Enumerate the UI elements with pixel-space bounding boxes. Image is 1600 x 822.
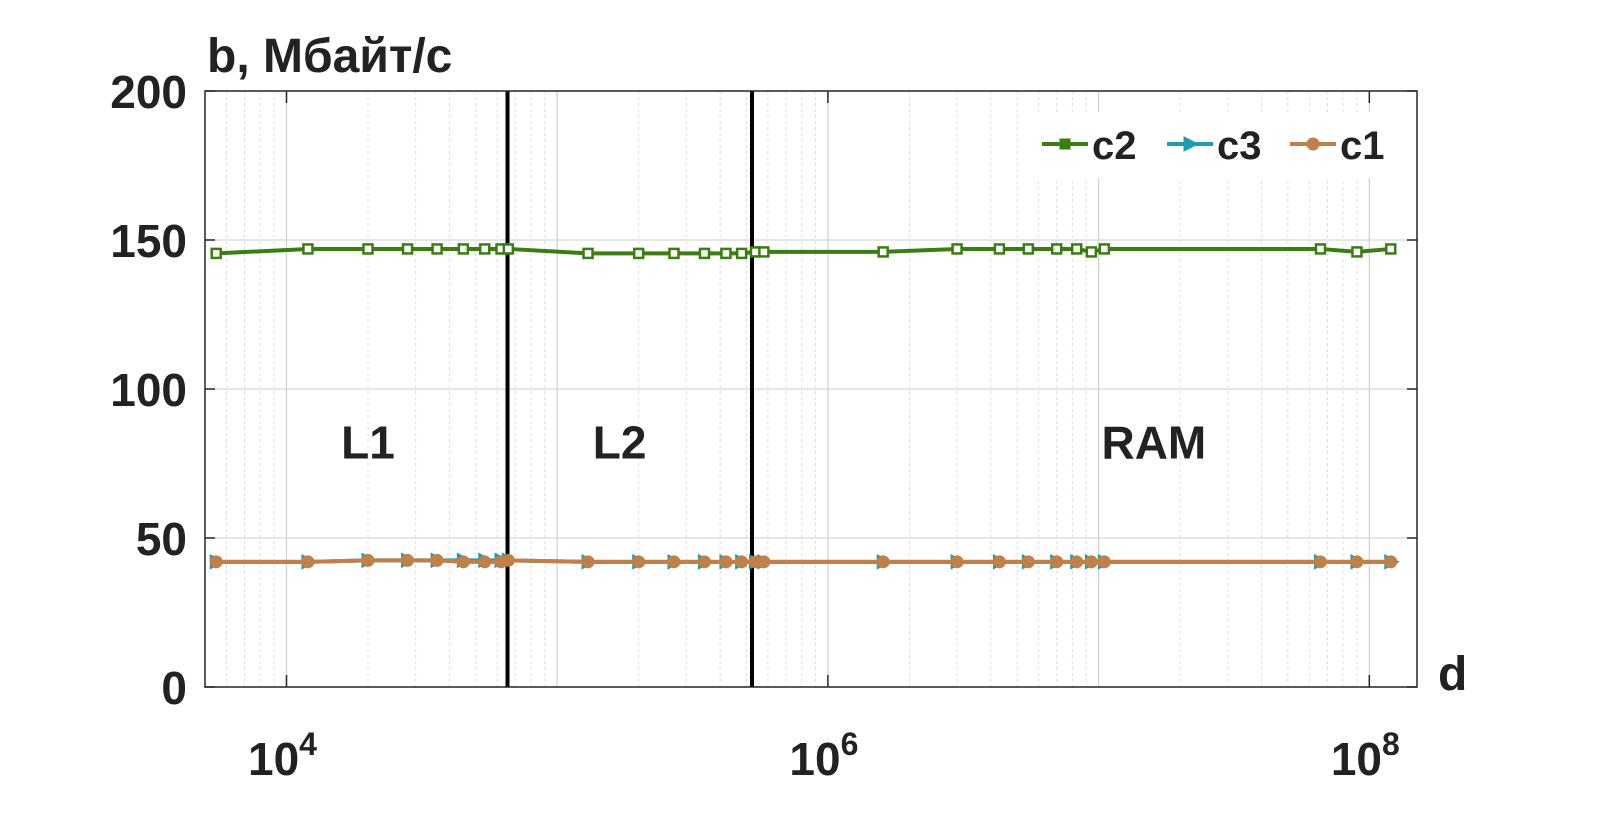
series-c2 — [210, 243, 1397, 260]
data-point-c2 — [951, 243, 963, 255]
data-point-c1 — [632, 555, 646, 569]
legend-background — [1028, 112, 1400, 178]
data-point-c2 — [1050, 243, 1063, 255]
x-tick-label: 106 — [789, 726, 858, 785]
data-point-c2 — [632, 247, 645, 260]
region-label-ram: RAM — [1101, 417, 1206, 469]
y-tick-label: 50 — [136, 513, 187, 565]
legend-label-c2: c2 — [1092, 124, 1137, 168]
data-point-c2 — [401, 243, 414, 255]
data-point-c1 — [1313, 555, 1327, 569]
data-point-c2 — [479, 243, 491, 255]
data-point-c2 — [1351, 246, 1363, 258]
data-point-c2 — [1314, 243, 1327, 255]
legend-label-c1: c1 — [1340, 124, 1385, 168]
region-label-l1: L1 — [341, 417, 395, 469]
data-point-c2 — [877, 246, 889, 258]
data-point-c2 — [1022, 243, 1035, 255]
data-point-c1 — [478, 555, 492, 569]
region-label-l2: L2 — [593, 417, 647, 469]
data-point-c1 — [667, 555, 681, 569]
data-point-c1 — [1097, 555, 1111, 569]
data-point-c2 — [668, 247, 680, 260]
data-point-c1 — [209, 555, 223, 569]
x-tick-base: 10 — [789, 733, 840, 785]
data-point-c2 — [735, 247, 748, 260]
data-point-c1 — [757, 555, 771, 569]
series-c1 — [209, 553, 1398, 569]
y-tick-label: 150 — [110, 215, 187, 267]
series-line-c2 — [216, 246, 1391, 256]
data-point-c2 — [302, 243, 314, 255]
x-tick-label: 108 — [1331, 726, 1400, 785]
data-point-c2 — [210, 247, 222, 260]
data-point-c1 — [456, 555, 470, 569]
x-axis-label: d — [1438, 648, 1467, 701]
y-tick-label: 0 — [161, 662, 187, 714]
data-point-c2 — [698, 247, 711, 260]
y-tick-label: 100 — [110, 364, 187, 416]
series-group — [209, 243, 1400, 570]
data-point-c1 — [430, 553, 444, 567]
series-line-c1 — [216, 558, 1391, 564]
x-tick-base: 10 — [248, 733, 299, 785]
data-point-c1 — [581, 555, 595, 569]
x-tick-base: 10 — [1331, 733, 1382, 785]
x-tick-label: 104 — [248, 726, 317, 785]
data-point-c2 — [362, 243, 374, 255]
data-point-c1 — [876, 555, 890, 569]
region-labels: L1 L2 RAM — [341, 417, 1206, 469]
data-point-c1 — [992, 555, 1006, 569]
data-point-c1 — [1050, 555, 1064, 569]
data-point-c1 — [719, 555, 733, 569]
x-tick-exponent: 6 — [841, 726, 859, 762]
data-point-c2 — [758, 246, 770, 258]
legend-marker-c2 — [1059, 138, 1071, 150]
y-axis-label: b, Мбайт/с — [207, 30, 452, 83]
data-point-c1 — [361, 553, 375, 567]
cache-boundary-lines — [505, 91, 754, 687]
data-point-c1 — [401, 553, 415, 567]
data-point-c1 — [1384, 555, 1398, 569]
legend-item-c3: c3 — [1167, 124, 1262, 168]
legend-marker-c1 — [1306, 137, 1320, 151]
legend-marker-c3 — [1183, 136, 1200, 152]
legend-item-c2: c2 — [1042, 124, 1137, 168]
legend-item-c1: c1 — [1290, 124, 1385, 168]
data-point-c1 — [1084, 555, 1098, 569]
data-point-c2 — [993, 243, 1006, 255]
legend: c2 c3 c1 — [1028, 112, 1400, 178]
data-point-c1 — [735, 555, 749, 569]
data-point-c1 — [1021, 555, 1035, 569]
data-point-c1 — [950, 555, 964, 569]
x-tick-exponent: 4 — [299, 726, 317, 762]
x-tick-exponent: 8 — [1382, 726, 1400, 762]
data-point-c1 — [1350, 555, 1364, 569]
data-point-c1 — [301, 555, 315, 569]
y-tick-label: 200 — [110, 66, 187, 118]
data-point-c2 — [582, 247, 594, 260]
legend-label-c3: c3 — [1217, 124, 1262, 168]
data-point-c1 — [501, 553, 515, 567]
data-point-c2 — [720, 247, 732, 260]
data-point-c2 — [431, 243, 443, 255]
data-point-c2 — [1385, 243, 1397, 255]
data-point-c1 — [1070, 555, 1084, 569]
data-point-c2 — [1070, 243, 1083, 255]
data-point-c2 — [457, 243, 470, 255]
data-point-c2 — [502, 243, 515, 255]
data-point-c2 — [1085, 246, 1098, 258]
data-point-c2 — [1098, 243, 1111, 255]
data-point-c1 — [697, 555, 711, 569]
